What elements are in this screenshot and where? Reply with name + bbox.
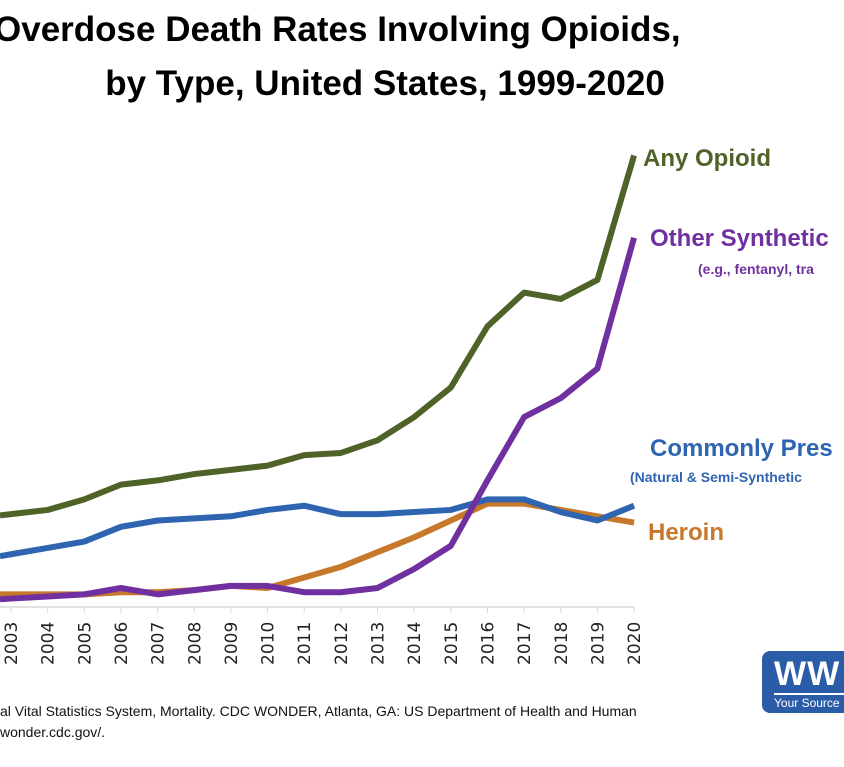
logo-mark: WW (774, 655, 841, 693)
legend-any-opioid: Any Opioid (643, 145, 771, 172)
x-tick-label: 2012 (332, 622, 352, 665)
x-tick-label: 2003 (2, 622, 22, 665)
x-tick-label: 2017 (515, 622, 535, 665)
legend-commonly-prescribed: Commonly Pres (650, 435, 833, 462)
x-tick-label: 2010 (259, 622, 279, 665)
x-tick-label: 2020 (625, 622, 645, 665)
legend-other-synthetic-note: (e.g., fentanyl, tra (698, 261, 814, 277)
chart-title-line2: by Type, United States, 1999-2020 (105, 64, 665, 103)
source-line1: al Vital Statistics System, Mortality. C… (0, 703, 637, 719)
x-tick-label: 2004 (39, 622, 59, 665)
x-tick-label: 2014 (405, 622, 425, 665)
x-tick-label: 2018 (552, 622, 572, 665)
series-line-any-opioid (0, 154, 637, 519)
x-tick-label: 2007 (149, 622, 169, 665)
x-tick-label: 2011 (295, 622, 315, 665)
x-tick-label: 2019 (588, 622, 608, 665)
series-line-heroin (0, 500, 635, 598)
legend-commonly-prescribed-note: (Natural & Semi-Synthetic (630, 469, 802, 485)
x-tick-label: 2016 (478, 622, 498, 665)
legend-heroin: Heroin (648, 519, 725, 546)
logo-tagline: Your Source (774, 696, 840, 710)
x-tick-label: 2015 (442, 622, 462, 665)
logo-divider (774, 693, 844, 695)
series-line-other-synthetic-opioids (0, 236, 637, 603)
x-tick-label: 2013 (369, 622, 389, 665)
legend-other-synthetic: Other Synthetic (650, 225, 829, 252)
chart-title-line1: Overdose Death Rates Involving Opioids, (0, 10, 681, 49)
x-tick-label: 2006 (112, 622, 132, 665)
x-tick-label: 2008 (185, 622, 205, 665)
x-tick-label: 2005 (75, 622, 95, 665)
x-tick-label: 2009 (222, 622, 242, 665)
source-line2: wonder.cdc.gov/. (0, 724, 106, 740)
logo: WW Your Source (762, 651, 844, 713)
